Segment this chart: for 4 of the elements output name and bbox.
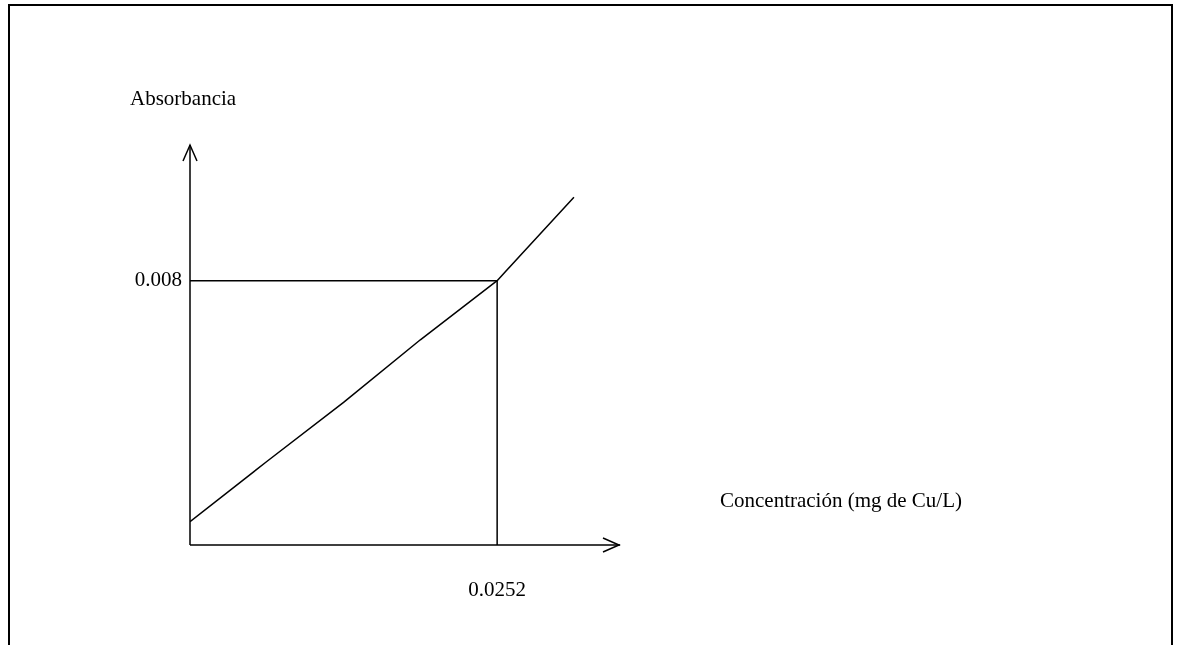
x-axis-title: Concentración (mg de Cu/L) — [720, 488, 963, 512]
text: 0.0252 — [468, 577, 527, 602]
y-axis-title: Absorbancia — [130, 86, 237, 110]
text: 0.008 — [134, 267, 182, 292]
